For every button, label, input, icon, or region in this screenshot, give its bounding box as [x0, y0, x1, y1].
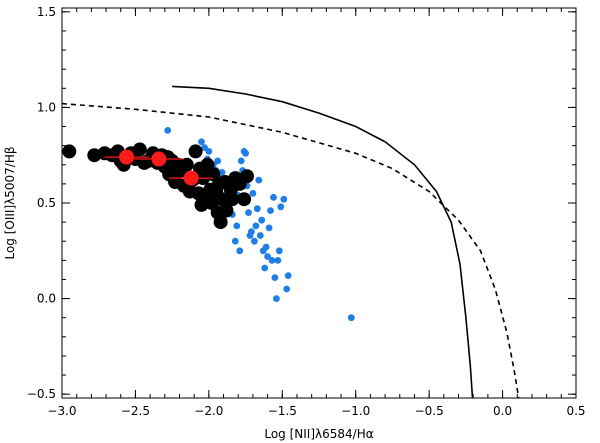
blue-point	[258, 216, 266, 224]
blue-point	[236, 247, 244, 255]
black-point	[132, 142, 147, 157]
blue-point	[347, 314, 355, 322]
blue-point	[271, 274, 279, 281]
blue-point	[283, 285, 291, 293]
blue-point	[274, 257, 282, 264]
blue-point	[267, 207, 274, 215]
blue-point	[214, 157, 222, 165]
y-tick-label: 1.0	[37, 100, 56, 114]
black-point	[225, 192, 240, 207]
x-axis-ticks: −3.0 −2.5 −2.0 −1.5 −1.0 −0.5 0.0 0.5	[47, 8, 586, 418]
plot-frame	[61, 7, 577, 399]
curves-layer	[61, 85, 520, 399]
blue-point	[198, 138, 205, 146]
y-axis-ticks: −0.5 0.0 0.5 1.0 1.5	[27, 5, 576, 401]
x-tick-label: 0.5	[566, 404, 585, 418]
black-point	[240, 169, 254, 184]
x-axis-label: Log [NII]λ6584/Hα	[264, 427, 373, 441]
blue-point	[273, 295, 280, 302]
blue-point	[261, 264, 269, 272]
blue-point	[275, 247, 283, 255]
blue-point	[253, 205, 261, 213]
x-tick-label: −0.5	[415, 404, 444, 418]
blue-point	[270, 193, 277, 201]
blue-point	[255, 176, 263, 184]
blue-point	[242, 149, 250, 157]
blue-point	[264, 253, 271, 260]
blue-point	[268, 257, 276, 264]
y-axis-label: Log [OIII]λ5007/Hβ	[3, 146, 17, 259]
y-tick-label: 1.5	[37, 5, 56, 19]
x-tick-label: 0.0	[493, 404, 512, 418]
blue-point	[248, 228, 255, 236]
black-point	[219, 203, 234, 218]
x-tick-label: −2.5	[121, 404, 150, 418]
blue-point	[249, 190, 257, 197]
red-point	[119, 149, 135, 165]
black-point	[62, 144, 77, 159]
dashed-curve	[61, 102, 520, 399]
blue-point	[252, 222, 260, 230]
blue-point	[201, 144, 208, 152]
blue-point	[237, 157, 245, 165]
x-tick-label: −3.0	[47, 404, 76, 418]
blue-point	[280, 195, 288, 203]
x-tick-label: −2.0	[194, 404, 223, 418]
blue-point	[245, 209, 252, 217]
black-point	[179, 157, 194, 172]
blue-point	[251, 237, 258, 245]
blue-point	[265, 224, 273, 232]
blue-point	[262, 243, 270, 251]
blue-point	[205, 148, 213, 155]
y-tick-label: 0.5	[37, 196, 56, 210]
red-point	[183, 170, 199, 186]
x-tick-label: −1.5	[268, 404, 297, 418]
blue-point	[256, 232, 264, 239]
red-point	[151, 151, 167, 167]
blue-point	[284, 272, 292, 279]
black-point	[237, 192, 252, 207]
blue-point	[218, 169, 226, 176]
y-tick-label: −0.5	[27, 387, 56, 401]
red-points-layer	[104, 149, 214, 186]
blue-point	[164, 126, 172, 134]
black-point	[213, 215, 228, 230]
x-tick-label: −1.0	[341, 404, 370, 418]
blue-point	[277, 203, 285, 211]
blue-point	[231, 237, 239, 245]
blue-point	[233, 222, 241, 230]
solid-curve	[172, 85, 474, 399]
black-point	[215, 192, 230, 207]
black-point	[188, 144, 203, 159]
y-tick-label: 0.0	[37, 292, 56, 306]
